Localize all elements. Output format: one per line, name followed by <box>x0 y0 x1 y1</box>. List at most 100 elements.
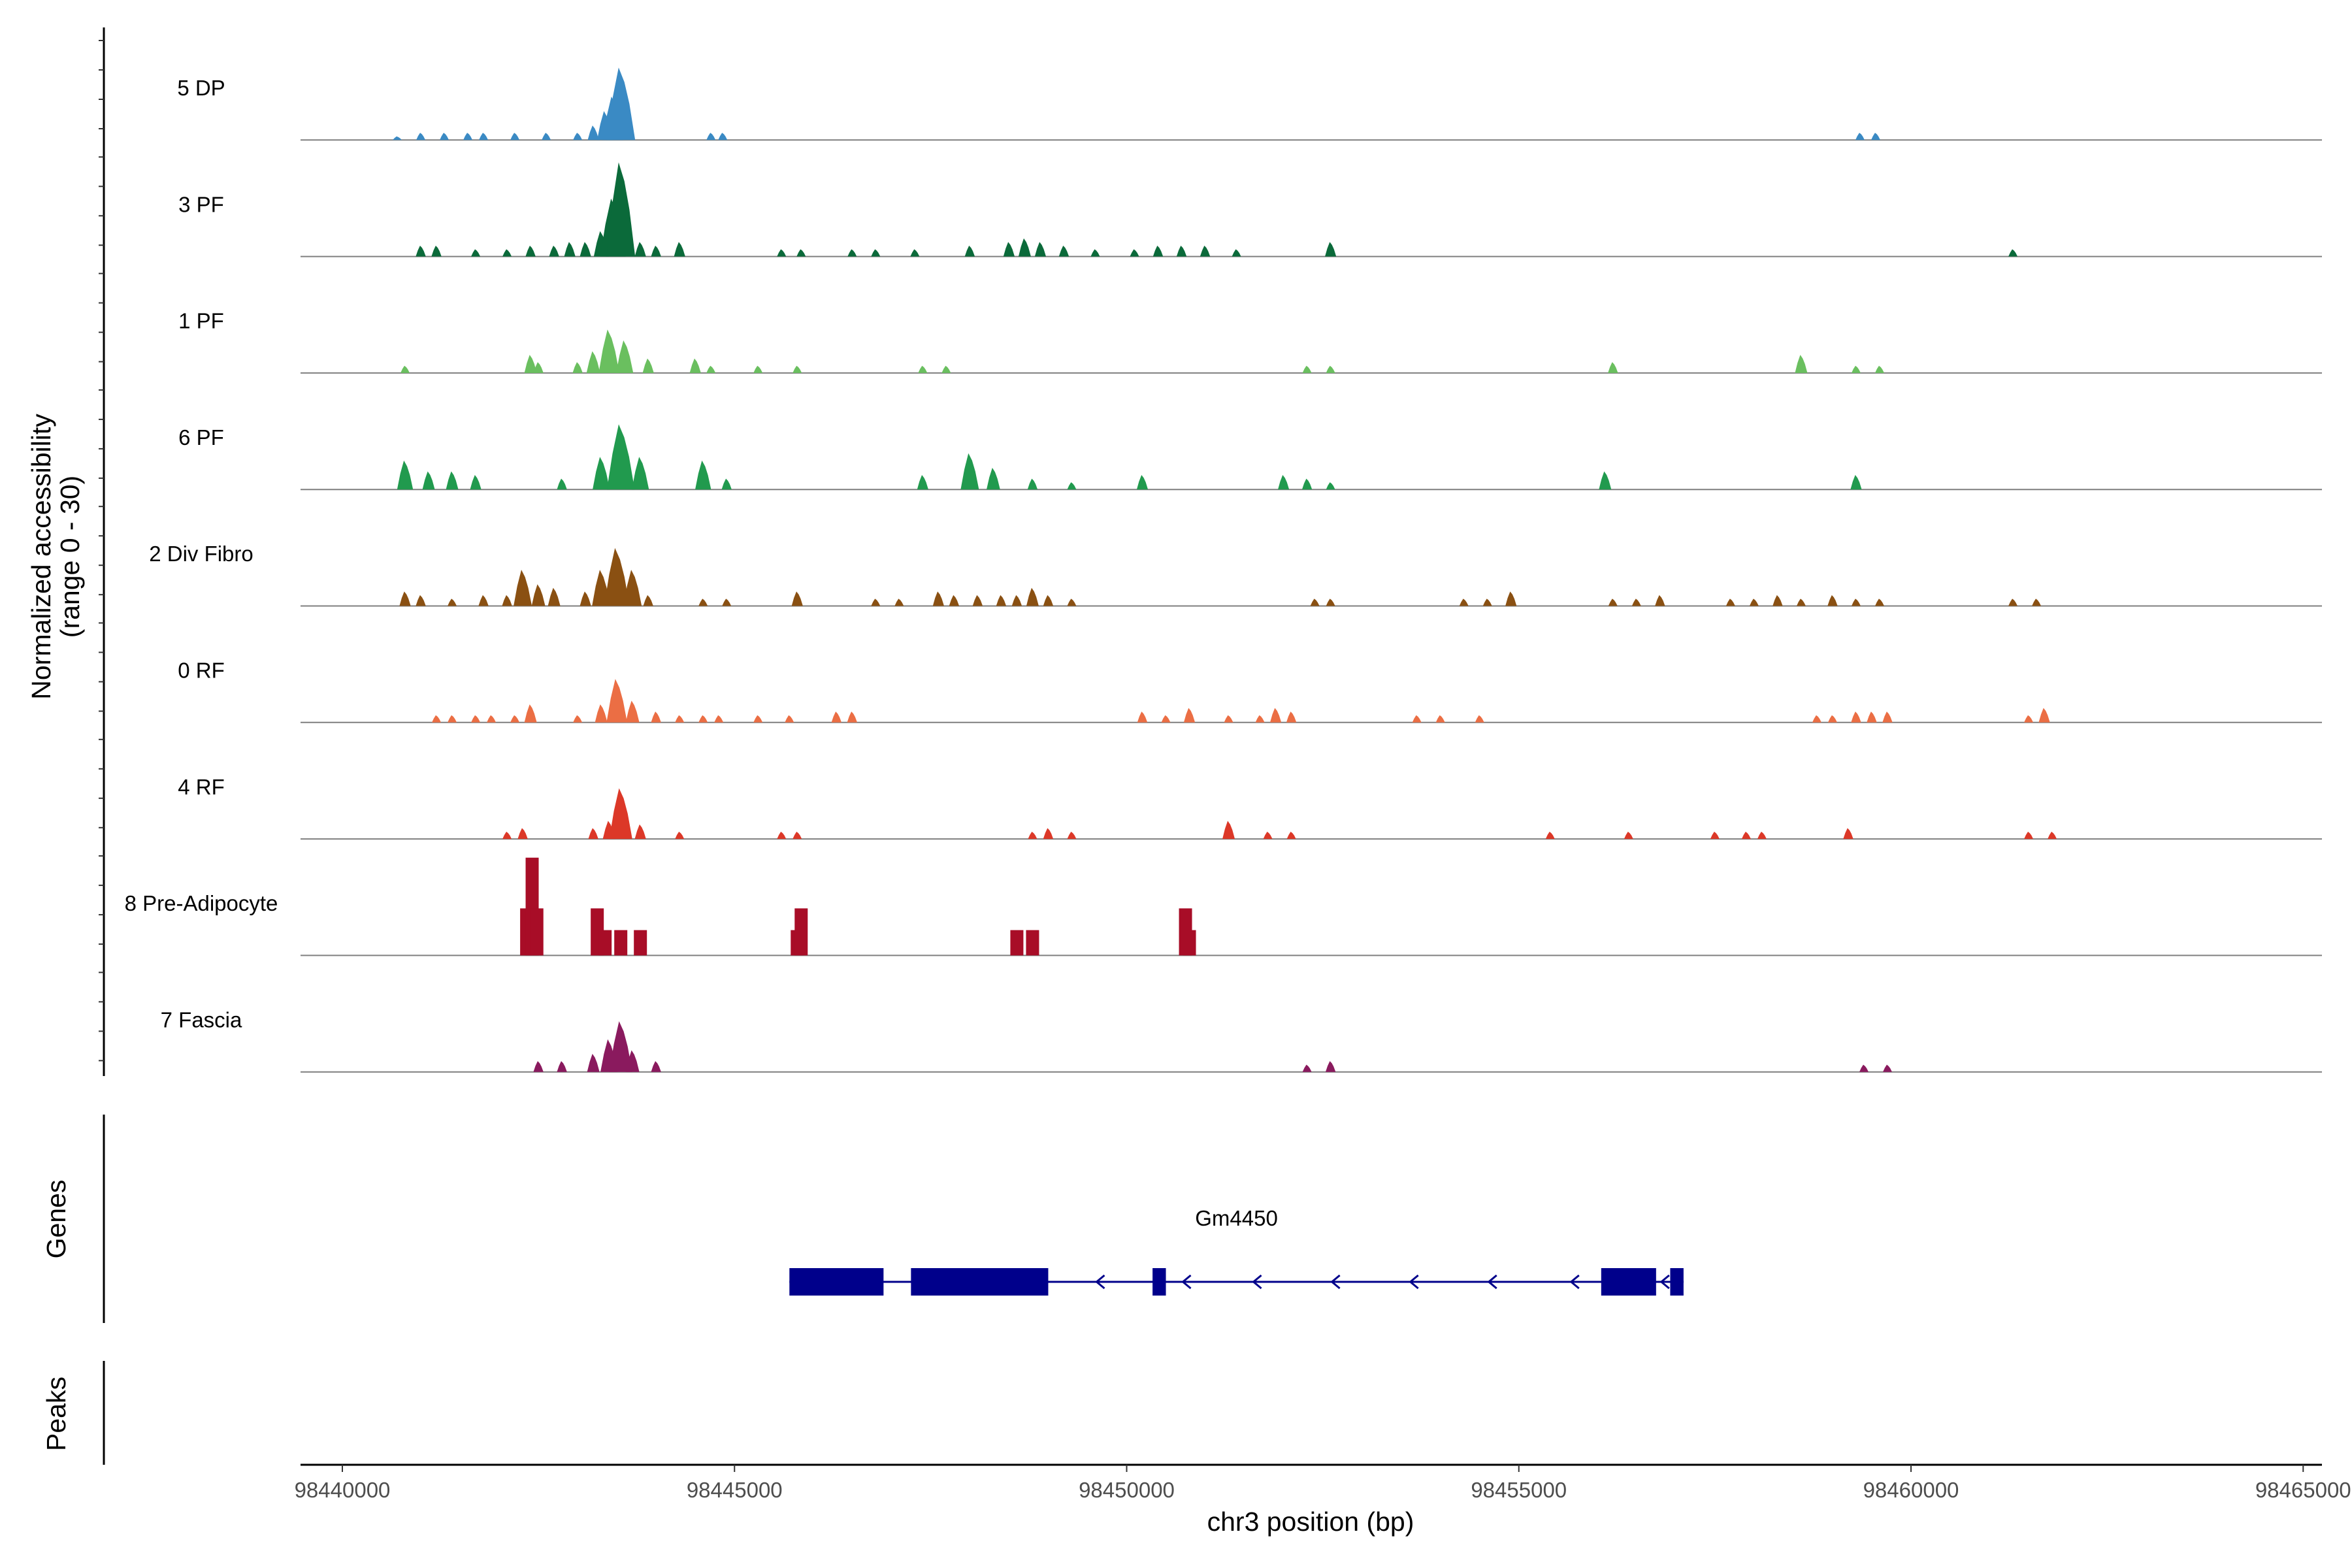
coverage-peak <box>2048 832 2057 840</box>
coverage-peak <box>1302 1064 1312 1072</box>
coverage-peak <box>706 133 716 140</box>
coverage-peak <box>972 595 983 606</box>
coverage-peak <box>698 715 708 723</box>
track-label: 8 Pre-Adipocyte <box>125 891 278 915</box>
coverage-peak <box>1067 482 1077 490</box>
coverage-peak <box>510 133 520 140</box>
x-axis-ticks: 98440000 98445000 98450000 98455000 98460000… <box>295 1465 2351 1502</box>
coverage-peak <box>549 245 559 257</box>
track-label: 6 PF <box>178 425 224 449</box>
coverage-peak <box>525 245 536 257</box>
x-axis-title: chr3 position (bp) <box>1207 1507 1414 1537</box>
coverage-peak <box>487 715 497 723</box>
coverage-peak <box>894 598 904 606</box>
coverage-peak <box>2024 715 2034 723</box>
track-label: 2 Div Fibro <box>149 542 253 566</box>
coverage-peak <box>471 249 481 257</box>
coverage-peak <box>502 832 512 840</box>
track-1-pf: 1 PF <box>178 309 2322 374</box>
coverage-peak <box>651 245 661 257</box>
coverage-peak <box>1749 598 1759 606</box>
coverage-peak <box>1176 245 1187 257</box>
coverage-peak <box>625 1050 640 1072</box>
coverage-peak <box>1028 832 1037 840</box>
coverage-peak <box>502 249 512 257</box>
strand-arrow <box>1659 1274 1670 1290</box>
coverage-peak <box>431 245 442 257</box>
coverage-peak <box>1624 832 1633 840</box>
track-5-dp: 5 DP <box>177 67 2322 141</box>
coverage-peak <box>448 715 457 723</box>
coverage-peak <box>502 595 512 606</box>
coverage-peak <box>871 249 881 257</box>
coverage-peak <box>393 136 402 140</box>
coverage-peak <box>753 715 763 723</box>
coverage-peak <box>524 355 537 373</box>
coverage-peak <box>580 591 591 606</box>
coverage-peak <box>675 715 685 723</box>
x-tick-label: 98465000 <box>2255 1478 2351 1502</box>
coverage-peak <box>792 365 802 373</box>
coverage-peak <box>1326 598 1335 606</box>
coverage-peak <box>1870 133 1880 140</box>
coverage-peak <box>416 595 426 606</box>
coverage-peak <box>1232 249 1241 257</box>
coverage-peak <box>614 930 628 956</box>
coverage-peak <box>1599 471 1612 490</box>
coverage-peak <box>1310 598 1320 606</box>
coverage-peak <box>564 242 576 257</box>
coverage-peak <box>949 595 960 606</box>
coverage-peak <box>960 453 979 490</box>
coverage-peak <box>416 133 426 140</box>
coverage-peak <box>573 133 583 140</box>
coverage-peak <box>446 471 459 490</box>
coverage-peak <box>587 125 599 140</box>
coverage-peak <box>1010 930 1024 956</box>
coverage-peak <box>941 365 951 373</box>
coverage-peak <box>1003 242 1015 257</box>
coverage-peak <box>1067 598 1077 606</box>
coverage-peak <box>1631 598 1641 606</box>
coverage-peak <box>510 715 520 723</box>
coverage-peak <box>1882 1064 1892 1072</box>
gene-exon <box>1152 1268 1166 1296</box>
coverage-peak <box>794 908 808 956</box>
coverage-peak <box>1200 245 1211 257</box>
coverage-peak <box>478 595 489 606</box>
coverage-peak <box>777 249 787 257</box>
track-label: 4 RF <box>178 775 225 799</box>
x-tick-label: 98460000 <box>1863 1478 1959 1502</box>
coverage-peak <box>595 704 608 723</box>
coverage-peak <box>847 711 858 723</box>
coverage-peak <box>587 1053 600 1072</box>
coverage-peak <box>689 358 701 373</box>
coverage-peak <box>598 329 619 373</box>
coverage-peak <box>1286 832 1296 840</box>
x-tick-label: 98450000 <box>1079 1478 1175 1502</box>
coverage-peak <box>1757 832 1767 840</box>
coverage-peak <box>609 788 632 840</box>
coverage-peak <box>1741 832 1751 840</box>
coverage-peak <box>531 584 546 606</box>
coverage-peak <box>557 1061 567 1072</box>
coverage-peak <box>547 587 561 606</box>
coverage-peak <box>674 242 685 257</box>
track-label: 5 DP <box>177 76 225 100</box>
coverage-peak <box>623 570 642 606</box>
coverage-peak <box>753 365 763 373</box>
coverage-peak <box>1152 245 1164 257</box>
strand-arrow <box>1095 1274 1105 1290</box>
coverage-peak <box>1827 715 1837 723</box>
coverage-peak <box>964 245 975 257</box>
coverage-peak <box>1325 242 1337 257</box>
coverage-peak <box>1772 595 1783 606</box>
coverage-peak <box>609 1021 632 1072</box>
coverage-peak <box>1325 1061 1336 1072</box>
coverage-peak <box>1326 482 1335 490</box>
coverage-peak <box>1412 715 1422 723</box>
coverage-peak <box>1505 591 1517 606</box>
coverage-peak <box>1851 598 1861 606</box>
track-0-rf: 0 RF <box>178 659 2322 723</box>
coverage-peak <box>642 358 654 373</box>
coverage-peak <box>432 715 442 723</box>
